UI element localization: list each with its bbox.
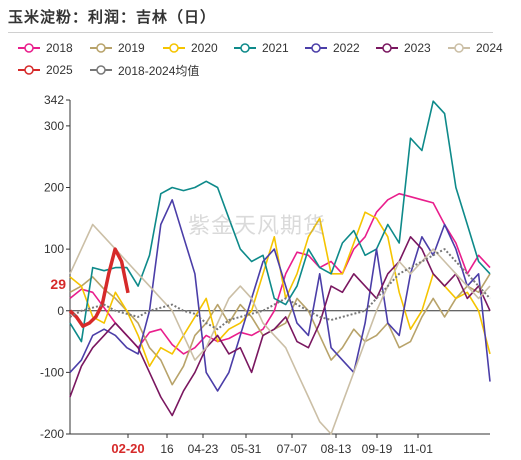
legend-marker-icon <box>90 65 112 75</box>
y-tick-label: -200 <box>40 427 64 441</box>
legend-label: 2024 <box>476 41 503 55</box>
series-line-2024 <box>69 223 491 435</box>
y-tick-label: 100 <box>44 242 64 256</box>
series-line-2023 <box>69 236 491 417</box>
legend-marker-icon <box>448 43 470 53</box>
y-tick-label: 200 <box>44 181 64 195</box>
y-tick-label: 300 <box>44 119 64 133</box>
legend-item-2021[interactable]: 2021 <box>234 40 289 56</box>
legend-item-2020[interactable]: 2020 <box>163 40 218 56</box>
legend-item-2019[interactable]: 2019 <box>90 40 145 56</box>
legend-marker-icon <box>305 43 327 53</box>
legend-label: 2022 <box>333 41 360 55</box>
x-tick-label: 08-13 <box>321 442 352 456</box>
legend-item-2022[interactable]: 2022 <box>305 40 360 56</box>
x-tick-label: 07-07 <box>277 442 308 456</box>
legend-item-2023[interactable]: 2023 <box>376 40 431 56</box>
series-line-2019 <box>69 273 491 386</box>
x-tick-label: 04-23 <box>188 442 219 456</box>
title-divider <box>8 32 493 33</box>
legend-marker-icon <box>234 43 256 53</box>
x-tick-label: 16 <box>160 442 174 456</box>
x-tick-label: 05-31 <box>231 442 262 456</box>
legend-item-2024[interactable]: 2024 <box>448 40 503 56</box>
series-line-2025 <box>68 247 130 328</box>
x-tick-label: 11-01 <box>403 442 433 456</box>
y-tick-label: -100 <box>40 365 64 379</box>
x-tick-label: 09-19 <box>362 442 393 456</box>
legend-item-2018[interactable]: 2018 <box>18 40 73 56</box>
legend-marker-icon <box>18 65 40 75</box>
watermark: 紫金天风期货 <box>188 214 327 239</box>
series-line-2022 <box>69 199 491 392</box>
chart-title: 玉米淀粉：利润：吉林（日） <box>8 8 217 26</box>
legend-marker-icon <box>376 43 398 53</box>
legend-item-2025[interactable]: 2025 <box>18 62 73 78</box>
legend-label: 2018-2024均值 <box>118 63 200 78</box>
legend-label: 2020 <box>191 41 218 55</box>
series-line-2018-2024均值 <box>69 248 491 331</box>
legend-label: 2025 <box>46 63 73 77</box>
legend-marker-icon <box>18 43 40 53</box>
y-tick-label: 342 <box>44 93 64 107</box>
y-tick-label: 0 <box>57 304 64 318</box>
legend-marker-icon <box>90 43 112 53</box>
legend-marker-icon <box>163 43 185 53</box>
legend-label: 2023 <box>404 41 431 55</box>
current-date-label: 02-20 <box>111 441 144 456</box>
current-value-label: 29 <box>50 276 66 292</box>
legend-label: 2021 <box>262 41 289 55</box>
legend-item-average[interactable]: 2018-2024均值 <box>90 62 199 78</box>
legend-label: 2018 <box>46 41 73 55</box>
legend-label: 2019 <box>118 41 145 55</box>
series-line-2021 <box>69 100 491 343</box>
